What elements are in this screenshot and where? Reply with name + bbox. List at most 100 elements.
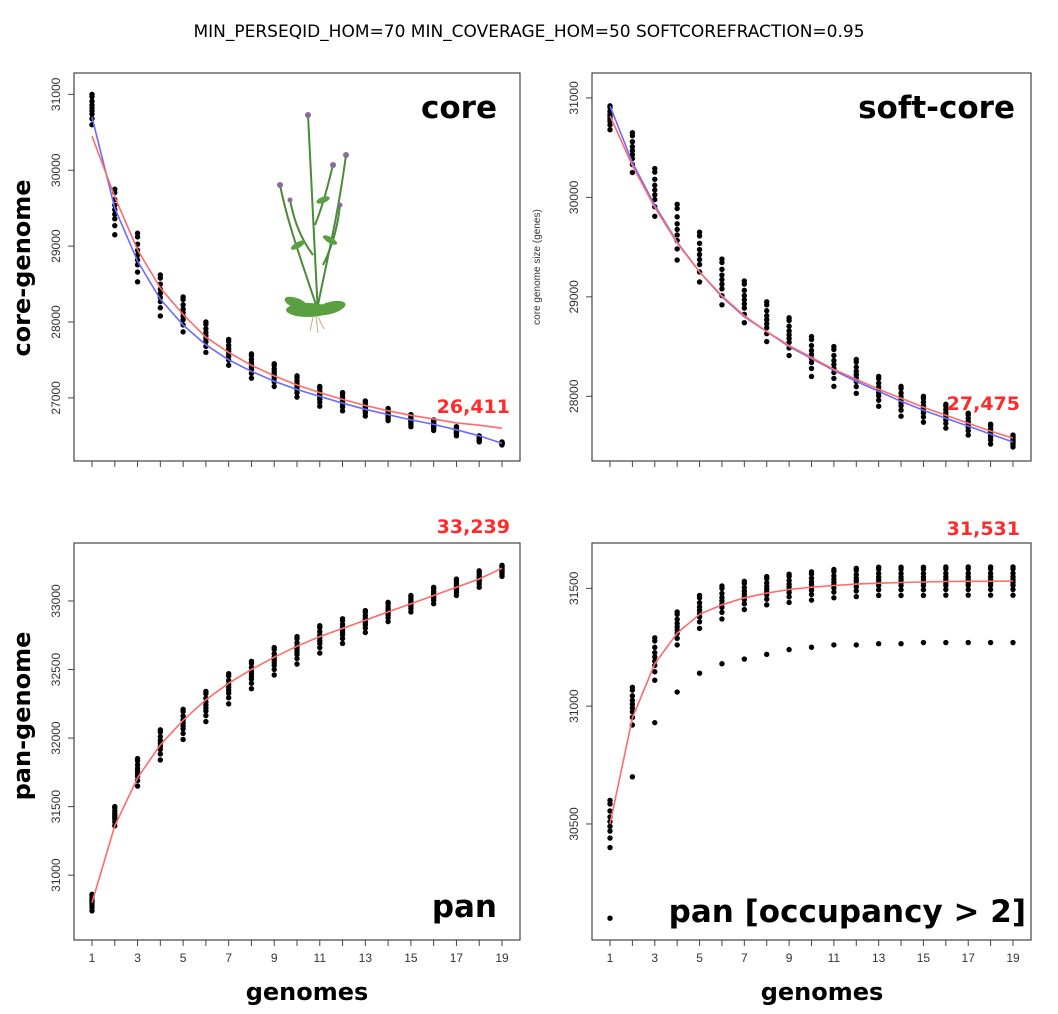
data-point — [965, 410, 971, 416]
x-tick-label: 3 — [134, 951, 141, 965]
x-tick-label: 9 — [786, 951, 793, 965]
x-tick-label: 9 — [271, 951, 278, 965]
data-point — [808, 591, 815, 598]
data-point — [696, 600, 703, 606]
data-point — [898, 407, 904, 413]
data-point — [1010, 570, 1016, 576]
data-point — [719, 266, 725, 273]
y-tick-label: 32500 — [49, 653, 63, 687]
data-point — [741, 287, 748, 294]
y-tick-label: 27000 — [49, 381, 63, 415]
data-point-outlier — [808, 644, 815, 650]
data-point — [965, 564, 971, 570]
x-tick-label: 19 — [495, 951, 509, 965]
y-tick-label: 31000 — [567, 81, 581, 115]
data-point — [898, 564, 904, 570]
y-tick-label: 30000 — [567, 180, 581, 214]
data-point — [629, 147, 636, 154]
data-point — [875, 592, 882, 599]
data-point — [629, 169, 636, 176]
data-point — [696, 604, 703, 610]
data-point — [362, 607, 369, 614]
data-point — [317, 629, 323, 635]
data-point — [499, 562, 505, 569]
data-point — [808, 359, 815, 366]
y-tick-label: 32000 — [49, 721, 63, 755]
data-point — [719, 286, 725, 292]
data-point — [831, 589, 837, 595]
data-point — [134, 269, 141, 275]
data-point — [674, 221, 680, 227]
data-point — [317, 622, 323, 629]
data-point — [89, 91, 95, 98]
data-point — [607, 828, 613, 834]
data-point — [271, 672, 277, 678]
data-point — [607, 844, 613, 851]
data-point — [112, 222, 118, 229]
data-point — [764, 320, 770, 327]
x-tick-label: 5 — [696, 951, 703, 965]
data-point — [808, 365, 815, 372]
data-point — [317, 644, 323, 651]
data-point — [987, 564, 994, 570]
data-point — [696, 619, 703, 625]
data-point — [965, 592, 971, 598]
data-point — [920, 399, 927, 405]
data-point — [987, 441, 994, 447]
data-point — [629, 130, 636, 136]
data-point — [629, 697, 636, 704]
data-point — [875, 564, 882, 570]
data-point-outlier — [696, 670, 703, 676]
data-point — [339, 640, 346, 647]
data-point — [225, 362, 232, 368]
x-axis-label-left: genomes — [245, 978, 369, 1006]
data-point — [786, 335, 792, 342]
fit-line-blue — [91, 116, 503, 445]
data-point — [696, 240, 703, 247]
y-tick-label: 29000 — [567, 280, 581, 314]
data-point — [696, 233, 703, 239]
data-point — [294, 655, 300, 662]
data-point — [987, 421, 994, 427]
data-point — [339, 616, 346, 622]
data-point — [719, 616, 725, 622]
data-point — [920, 564, 927, 570]
data-point — [741, 292, 748, 299]
y-tick-label: 31500 — [567, 571, 581, 605]
data-point — [853, 383, 859, 390]
data-point — [719, 302, 725, 308]
fit-line-red — [609, 115, 1014, 439]
data-point — [180, 736, 186, 743]
data-point — [652, 192, 658, 198]
data-point — [764, 324, 770, 331]
data-point — [180, 706, 186, 712]
data-point — [764, 573, 770, 580]
data-point — [808, 575, 815, 581]
data-point — [674, 620, 680, 627]
data-point — [674, 609, 680, 615]
data-point — [943, 425, 949, 431]
data-point — [987, 586, 994, 593]
data-point — [203, 319, 209, 325]
y-tick-label: 28000 — [567, 379, 581, 413]
data-point — [696, 251, 703, 258]
data-point — [898, 383, 904, 390]
data-point — [271, 644, 277, 651]
x-tick-label: 7 — [741, 951, 748, 965]
data-point — [112, 216, 118, 222]
data-point — [853, 356, 859, 363]
data-point-outlier — [607, 915, 613, 921]
panel-annotation: 27,475 — [947, 393, 1020, 415]
data-point — [157, 313, 164, 319]
data-point — [1010, 586, 1016, 593]
data-point — [920, 570, 927, 577]
data-point — [741, 301, 748, 307]
data-point — [808, 569, 815, 575]
data-point — [853, 565, 859, 572]
data-point — [965, 586, 971, 593]
data-point — [89, 98, 95, 104]
data-point — [875, 403, 882, 409]
data-point — [453, 424, 460, 430]
data-point — [696, 279, 703, 285]
